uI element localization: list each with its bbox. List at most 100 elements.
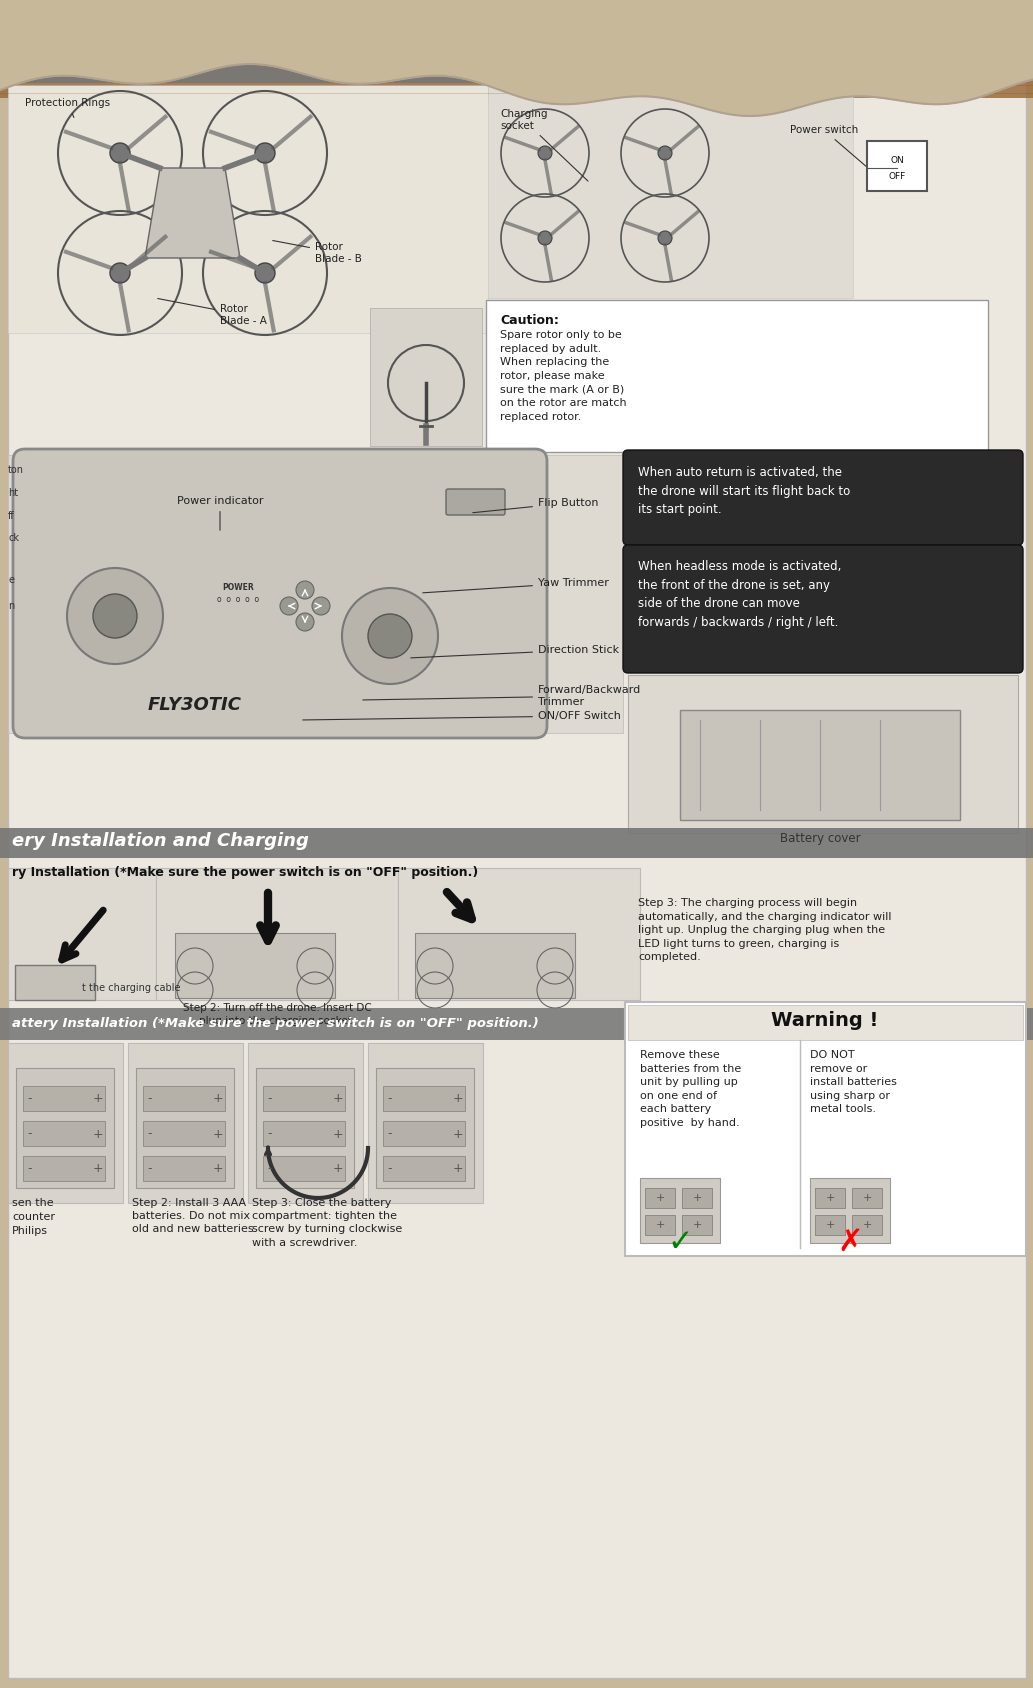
Text: ck: ck — [8, 533, 19, 544]
Text: Caution:: Caution: — [500, 314, 559, 327]
Text: -: - — [268, 1128, 273, 1141]
FancyBboxPatch shape — [446, 490, 505, 515]
Text: FLY3OTIC: FLY3OTIC — [148, 695, 242, 714]
Bar — [383, 1085, 465, 1111]
Bar — [8, 456, 623, 733]
Text: Rotor
Blade - A: Rotor Blade - A — [158, 299, 267, 326]
Bar — [0, 1008, 1033, 1040]
Text: -: - — [148, 1128, 152, 1141]
Text: Step 3: The charging process will begin
automatically, and the charging indicato: Step 3: The charging process will begin … — [638, 898, 891, 962]
Bar — [23, 1156, 105, 1182]
Text: e: e — [8, 576, 14, 586]
Text: +: + — [93, 1163, 103, 1175]
Polygon shape — [8, 42, 820, 83]
Bar — [143, 1156, 225, 1182]
Text: Battery cover: Battery cover — [780, 832, 860, 846]
Bar — [175, 933, 335, 998]
Bar — [383, 1121, 465, 1146]
Bar — [852, 1188, 882, 1209]
Text: +: + — [333, 1092, 343, 1106]
Circle shape — [296, 581, 314, 599]
Text: t the charging cable: t the charging cable — [82, 982, 181, 993]
Circle shape — [280, 598, 298, 614]
Text: Warning !: Warning ! — [772, 1011, 879, 1030]
Text: ON: ON — [890, 155, 904, 164]
Text: +: + — [93, 1092, 103, 1106]
Bar — [248, 1043, 363, 1204]
Text: +: + — [825, 1220, 835, 1231]
Text: When auto return is activated, the
the drone will start its flight back to
its s: When auto return is activated, the the d… — [638, 466, 850, 517]
Bar — [15, 966, 95, 999]
Text: Spare rotor only to be
replaced by adult.
When replacing the
rotor, please make
: Spare rotor only to be replaced by adult… — [500, 329, 627, 422]
Bar — [0, 0, 1033, 98]
Text: +: + — [655, 1220, 664, 1231]
Text: +: + — [213, 1128, 223, 1141]
Text: Forward/Backward
Trimmer: Forward/Backward Trimmer — [363, 685, 641, 707]
Bar — [640, 1178, 720, 1242]
Text: -: - — [268, 1163, 273, 1175]
Bar — [398, 868, 640, 999]
FancyBboxPatch shape — [13, 449, 547, 738]
Text: ht: ht — [8, 488, 19, 498]
Circle shape — [255, 263, 275, 284]
Text: -: - — [387, 1092, 393, 1106]
Circle shape — [342, 587, 438, 684]
Text: -: - — [148, 1163, 152, 1175]
Text: +: + — [692, 1220, 701, 1231]
Text: -: - — [387, 1163, 393, 1175]
Text: n: n — [8, 601, 14, 611]
Bar — [263, 1085, 345, 1111]
Circle shape — [109, 143, 130, 164]
Circle shape — [93, 594, 137, 638]
Text: rt Identification: rt Identification — [18, 59, 153, 74]
Text: Direction Stick: Direction Stick — [411, 645, 619, 658]
Bar — [815, 1215, 845, 1236]
Bar — [628, 1004, 1023, 1040]
Circle shape — [538, 145, 552, 160]
Text: +: + — [213, 1092, 223, 1106]
Text: Step 2: Install 3 AAA
batteries. Do not mix
old and new batteries.: Step 2: Install 3 AAA batteries. Do not … — [132, 1198, 257, 1234]
Text: Step 3: Close the battery
compartment: tighten the
screw by turning clockwise
wi: Step 3: Close the battery compartment: t… — [252, 1198, 402, 1247]
Text: +: + — [452, 1163, 464, 1175]
Bar — [682, 1215, 712, 1236]
Text: ✓: ✓ — [667, 1227, 693, 1258]
Text: ery Installation and Charging: ery Installation and Charging — [12, 832, 309, 851]
Text: -: - — [148, 1092, 152, 1106]
Text: DO NOT
remove or
install batteries
using sharp or
metal tools.: DO NOT remove or install batteries using… — [810, 1050, 897, 1114]
Text: When headless mode is activated,
the front of the drone is set, any
side of the : When headless mode is activated, the fro… — [638, 560, 841, 628]
Bar — [645, 1215, 675, 1236]
Bar — [810, 1178, 890, 1242]
Circle shape — [255, 143, 275, 164]
Bar — [143, 1085, 225, 1111]
Text: ton: ton — [8, 464, 24, 474]
Text: -: - — [28, 1163, 32, 1175]
Text: ry Installation (*Make sure the power switch is on "OFF" position.): ry Installation (*Make sure the power sw… — [12, 866, 478, 879]
Bar — [376, 1069, 474, 1188]
Bar — [256, 1069, 354, 1188]
Bar — [488, 83, 853, 299]
Text: Rotor
Blade - B: Rotor Blade - B — [273, 240, 362, 263]
Text: GLISH: GLISH — [18, 46, 56, 56]
Text: -: - — [387, 1128, 393, 1141]
Bar — [8, 1043, 123, 1204]
FancyBboxPatch shape — [623, 545, 1023, 674]
Text: +: + — [93, 1128, 103, 1141]
Text: +: + — [452, 1092, 464, 1106]
Text: Power switch: Power switch — [790, 125, 866, 165]
Text: attery Installation (*Make sure the power switch is on "OFF" position.): attery Installation (*Make sure the powe… — [12, 1016, 539, 1030]
Circle shape — [538, 231, 552, 245]
Bar — [156, 868, 398, 999]
Text: Step 2: Turn off the drone. Insert DC
plug into the charging socket.: Step 2: Turn off the drone. Insert DC pl… — [183, 1003, 372, 1026]
Bar — [0, 829, 1033, 858]
Text: +: + — [655, 1193, 664, 1204]
Bar — [628, 675, 1018, 832]
Text: +: + — [692, 1193, 701, 1204]
FancyBboxPatch shape — [625, 1003, 1026, 1256]
Text: OFF: OFF — [888, 172, 906, 181]
Bar — [143, 1121, 225, 1146]
Circle shape — [368, 614, 412, 658]
Text: Remove these
batteries from the
unit by pulling up
on one end of
each battery
po: Remove these batteries from the unit by … — [640, 1050, 742, 1128]
FancyBboxPatch shape — [486, 300, 988, 452]
Text: +: + — [452, 1128, 464, 1141]
Bar — [852, 1215, 882, 1236]
